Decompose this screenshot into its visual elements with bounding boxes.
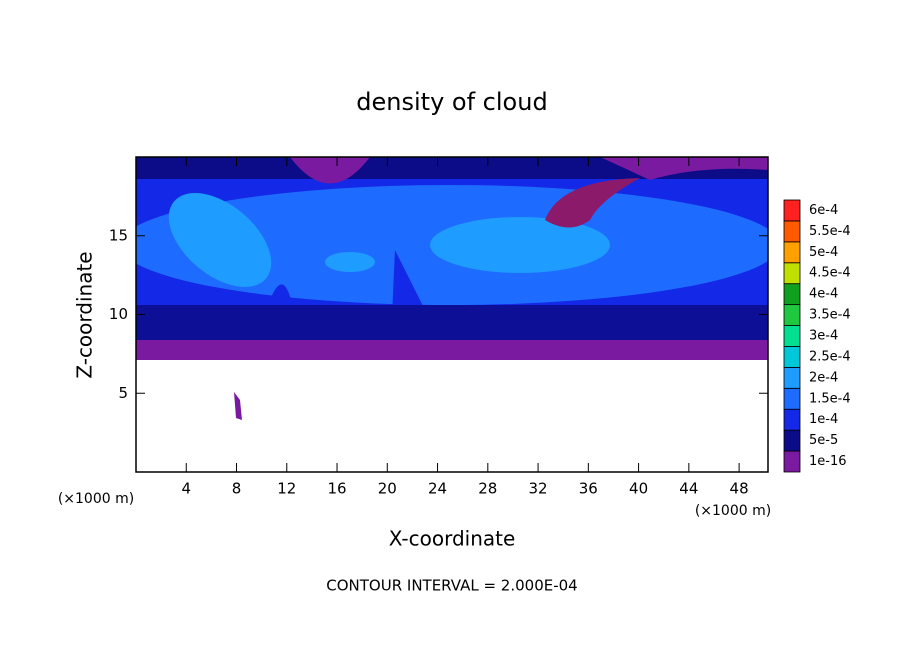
colorbar-box bbox=[783, 408, 801, 431]
y-tick-label: 10 bbox=[109, 305, 128, 323]
contour-field bbox=[136, 157, 768, 472]
colorbar-box bbox=[783, 220, 801, 243]
colorbar-label: 6e-4 bbox=[809, 203, 838, 218]
y-tick-label: 5 bbox=[118, 384, 128, 402]
colorbar-label: 1e-4 bbox=[809, 412, 838, 427]
colorbar-label: 4e-4 bbox=[809, 287, 838, 302]
x-tick-label: 36 bbox=[579, 480, 598, 498]
footnote: CONTOUR INTERVAL = 2.000E-04 bbox=[326, 577, 577, 595]
colorbar-label: 5.5e-4 bbox=[809, 224, 851, 239]
colorbar-box bbox=[783, 199, 801, 222]
colorbar-label: 3.5e-4 bbox=[809, 308, 851, 323]
x-tick-label: 16 bbox=[327, 480, 346, 498]
colorbar-label: 5e-4 bbox=[809, 245, 838, 260]
chart-title: density of cloud bbox=[356, 88, 547, 116]
colorbar-box bbox=[783, 283, 801, 306]
x-tick-label: 4 bbox=[181, 480, 191, 498]
y-tick-label: 15 bbox=[109, 226, 128, 244]
x-tick-label: 48 bbox=[730, 480, 749, 498]
x-tick-label: 28 bbox=[478, 480, 497, 498]
colorbar-label: 2.5e-4 bbox=[809, 349, 851, 364]
colorbar-box bbox=[783, 450, 801, 473]
y-axis-title: Z-coordinate bbox=[73, 251, 97, 378]
colorbar-box bbox=[783, 387, 801, 410]
colorbar-label: 1.5e-4 bbox=[809, 391, 851, 406]
x-tick-label: 20 bbox=[378, 480, 397, 498]
x-tick-label: 32 bbox=[529, 480, 548, 498]
colorbar-label: 3e-4 bbox=[809, 329, 838, 344]
colorbar-label: 4.5e-4 bbox=[809, 266, 851, 281]
colorbar-label: 5e-5 bbox=[809, 433, 838, 448]
colorbar-label: 2e-4 bbox=[809, 370, 838, 385]
colorbar-box bbox=[783, 241, 801, 264]
x-unit-label: (×1000 m) bbox=[695, 503, 771, 519]
colorbar-label: 1e-16 bbox=[809, 454, 847, 469]
x-tick-label: 24 bbox=[428, 480, 447, 498]
colorbar-box bbox=[783, 325, 801, 347]
colorbar-box bbox=[783, 346, 801, 368]
x-tick-label: 8 bbox=[232, 480, 242, 498]
x-tick-label: 12 bbox=[277, 480, 296, 498]
colorbar-box bbox=[783, 429, 801, 452]
x-axis-title: X-coordinate bbox=[389, 527, 516, 551]
y-unit-label: (×1000 m) bbox=[58, 491, 134, 507]
colorbar-box bbox=[783, 366, 801, 389]
x-tick-label: 40 bbox=[629, 480, 648, 498]
x-tick-label: 44 bbox=[679, 480, 698, 498]
colorbar-box bbox=[783, 304, 801, 326]
colorbar-box bbox=[783, 262, 801, 285]
